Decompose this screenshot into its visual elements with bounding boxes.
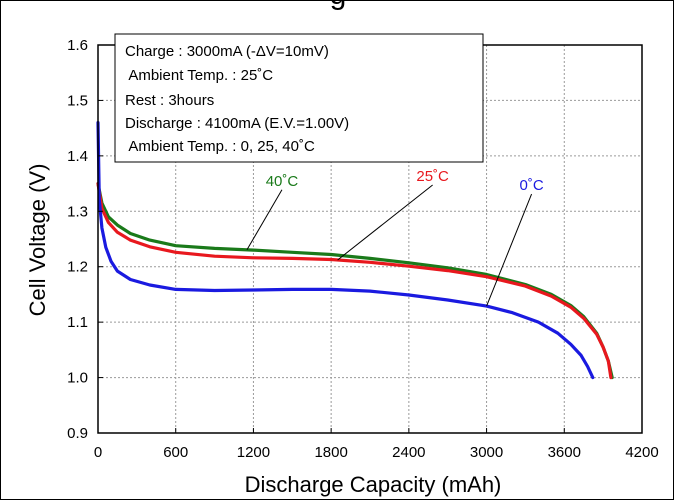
y-tick-label: 0.9 [67, 425, 88, 442]
x-tick-label: 2400 [392, 444, 425, 461]
condition-line-1: Charge : 3000mA (-ΔV=10mV) [125, 43, 329, 60]
x-axis-title: Discharge Capacity (mAh) [245, 472, 502, 497]
callout-leader [337, 184, 433, 261]
series-line-1 [96, 182, 613, 380]
condition-line-5: Ambient Temp. : 0, 25, 40˚C [125, 138, 315, 155]
conditions-box: Charge : 3000mA (-ΔV=10mV) Ambient Temp.… [114, 33, 484, 163]
series-line-0 [96, 182, 614, 380]
callout-leader [246, 189, 283, 251]
y-tick-label: 1.3 [67, 203, 88, 220]
condition-line-2: Ambient Temp. : 25˚C [125, 67, 273, 84]
x-tick-label: 3600 [548, 444, 581, 461]
y-tick-label: 1.4 [67, 148, 88, 165]
curve-label: 40˚C [266, 173, 299, 190]
y-tick-label: 1.1 [67, 314, 88, 331]
title-fragment: g [0, 0, 676, 12]
x-tick-label: 1200 [237, 444, 270, 461]
callout-leader [486, 193, 533, 307]
y-tick-label: 1.0 [67, 370, 88, 387]
curve-callouts: 40˚C 25˚C 0˚C [246, 168, 544, 307]
x-tick-label: 4200 [625, 444, 658, 461]
condition-line-4: Discharge : 4100mA (E.V.=1.00V) [125, 115, 349, 132]
curve-label: 25˚C [416, 168, 449, 185]
axis-ticks: 0 600 1200 1800 2400 3000 3600 4200 0.9 1.0 1.1 1.2… [67, 37, 659, 461]
x-tick-label: 3000 [470, 444, 503, 461]
condition-line-3: Rest : 3hours [125, 92, 214, 109]
y-tick-label: 1.5 [67, 92, 88, 109]
x-tick-label: 1800 [314, 444, 347, 461]
x-tick-label: 600 [163, 444, 188, 461]
y-tick-label: 1.6 [67, 37, 88, 54]
series-line-2 [96, 121, 595, 380]
y-tick-label: 1.2 [67, 259, 88, 276]
curve-label: 0˚C [519, 177, 543, 194]
series-layer [96, 121, 614, 380]
x-tick-label: 0 [94, 444, 102, 461]
y-axis-title: Cell Voltage (V) [25, 164, 50, 317]
